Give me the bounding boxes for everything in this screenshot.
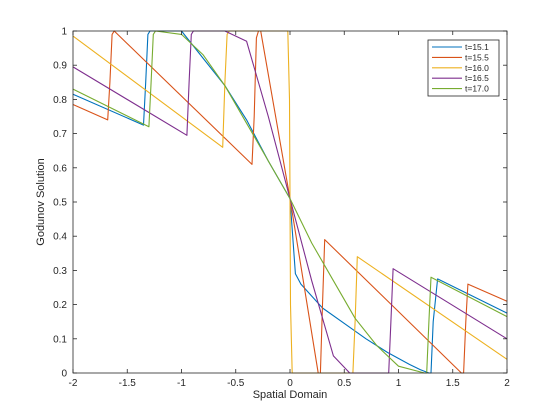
- legend-label: t=15.5: [465, 52, 489, 62]
- legend-label: t=15.1: [465, 42, 489, 52]
- x-tick-label: -2: [69, 378, 78, 389]
- x-tick-label: -1.5: [119, 378, 137, 389]
- y-tick-label: 0.8: [53, 95, 67, 106]
- x-tick-label: -0.5: [227, 378, 245, 389]
- y-tick-label: 0.1: [53, 334, 67, 345]
- x-tick-label: 1: [396, 378, 402, 389]
- y-tick-label: 0.4: [53, 232, 67, 243]
- x-tick-label: 0.5: [337, 378, 351, 389]
- y-tick-label: 0.6: [53, 163, 67, 174]
- y-tick-label: 0.9: [53, 61, 67, 72]
- y-tick-label: 0.2: [53, 300, 67, 311]
- x-tick-label: 1.5: [446, 378, 460, 389]
- y-tick-label: 0: [61, 369, 67, 380]
- x-tick-label: -1: [177, 378, 186, 389]
- y-axis-label: Godunov Solution: [35, 158, 47, 245]
- y-tick-label: 1: [61, 27, 67, 38]
- x-axis-label: Spatial Domain: [253, 389, 328, 401]
- legend-label: t=17.0: [465, 84, 489, 94]
- legend-label: t=16.5: [465, 73, 489, 83]
- y-tick-label: 0.7: [53, 129, 67, 140]
- x-tick-label: 0: [287, 378, 293, 389]
- legend-label: t=16.0: [465, 63, 489, 73]
- x-tick-label: 2: [504, 378, 510, 389]
- y-tick-label: 0.3: [53, 266, 67, 277]
- y-tick-label: 0.5: [53, 198, 67, 209]
- legend: t=15.1t=15.5t=16.0t=16.5t=17.0: [428, 40, 499, 96]
